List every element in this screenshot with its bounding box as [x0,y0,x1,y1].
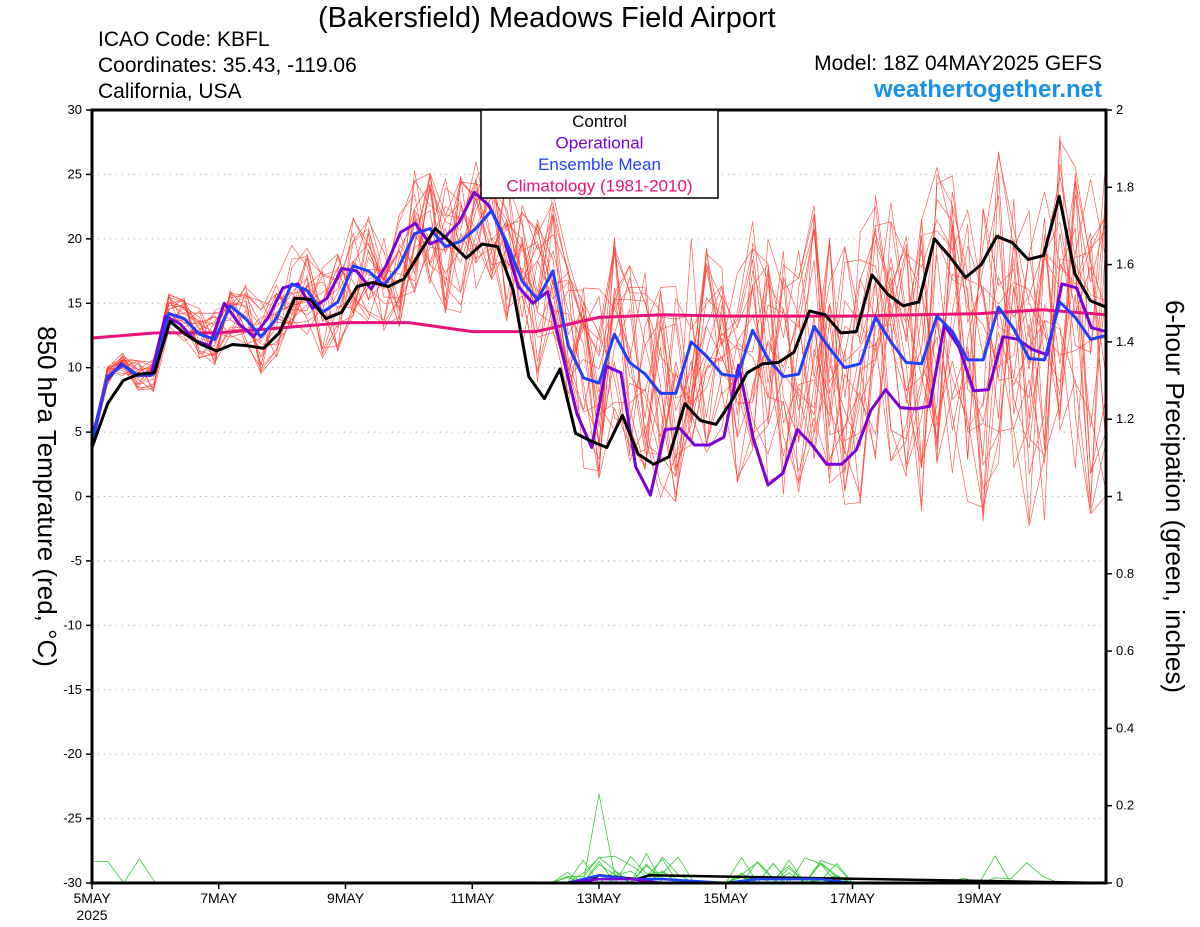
y2-tick-label: 0.2 [1116,798,1134,813]
ensemble-mean-temp-line [90,209,1107,443]
y-tick-label: 25 [68,166,82,181]
temp-member-line [91,181,1107,523]
operational-temp-line [90,191,1107,497]
temp-member-line [91,139,1107,479]
y2-tick-label: 1.2 [1116,411,1134,426]
temp-member-line [91,163,1107,521]
temp-member-line [91,195,1107,522]
y-tick-label: -25 [63,811,82,826]
x-tick-label: 13MAY [577,890,623,906]
y2-tick-label: 1.8 [1116,179,1134,194]
right-axis-ticks: 2 1.8 1.6 1.4 1.2 1 0.8 0.6 0.4 0.2 0 [1106,102,1134,890]
y-tick-label: -30 [63,875,82,890]
legend-entry: Climatology (1981-2010) [506,177,692,196]
legend-entry: Ensemble Mean [538,155,661,174]
y2-tick-label: 0.4 [1116,720,1134,735]
y2-tick-label: 1.6 [1116,257,1134,272]
icao-code: ICAO Code: KBFL [98,28,270,51]
y2-tick-label: 1.4 [1116,334,1134,349]
y-tick-label: -5 [70,553,82,568]
left-axis-label: 850 hPa Temprature (red, °C) [32,326,62,667]
y-tick-label: 15 [68,295,82,310]
temp-member-line [91,201,1107,478]
x-tick-sublabel: 2025 [76,907,107,923]
x-tick-label: 9MAY [327,890,365,906]
x-tick-label: 15MAY [703,890,749,906]
y-tick-label: 0 [75,489,82,504]
left-axis-ticks: 30 25 20 15 10 5 0 -5 -10 -15 -20 -25 -30 [63,102,92,890]
y2-tick-label: 0.8 [1116,566,1134,581]
temp-member-line [91,155,1107,505]
right-axis-label: 6-hour Precipation (green, inches) [1160,300,1190,693]
x-tick-label: 5MAY [73,890,111,906]
legend-box [480,109,719,199]
model-run: Model: 18Z 04MAY2025 GEFS [814,52,1102,75]
temp-member-line [91,135,1107,515]
y-tick-label: 20 [68,231,82,246]
legend: Control Operational Ensemble Mean Climatolo… [480,109,719,199]
x-tick-label: 11MAY [450,890,494,906]
precip-member-line [91,794,1106,884]
y-tick-label: 10 [68,360,82,375]
temp-member-line [91,174,1107,460]
ensemble-members [91,135,1107,884]
y2-tick-label: 0 [1116,875,1123,890]
gridlines [92,173,1106,820]
y-tick-label: -15 [63,682,82,697]
chart-title: (Bakersfield) Meadows Field Airport [318,2,776,34]
y2-tick-label: 1 [1116,489,1123,504]
region: California, USA [98,80,242,103]
x-tick-label: 17MAY [830,890,876,906]
y-tick-label: -20 [63,746,82,761]
legend-entry: Operational [556,134,644,153]
site-link[interactable]: weathertogether.net [873,76,1102,103]
temp-member-line [91,157,1107,482]
control-temp-line [90,194,1107,466]
y-tick-label: -10 [63,617,82,632]
x-tick-label: 19MAY [957,890,1003,906]
coordinates: Coordinates: 35.43, -119.06 [98,54,357,77]
temp-member-line [91,209,1107,471]
x-tick-label: 7MAY [200,890,238,906]
y2-tick-label: 0.6 [1116,643,1134,658]
y-tick-label: 30 [68,102,82,117]
temp-member-line [91,176,1107,508]
legend-entry: Control [572,112,627,131]
y-tick-label: 5 [75,424,82,439]
y2-tick-label: 2 [1116,102,1123,117]
